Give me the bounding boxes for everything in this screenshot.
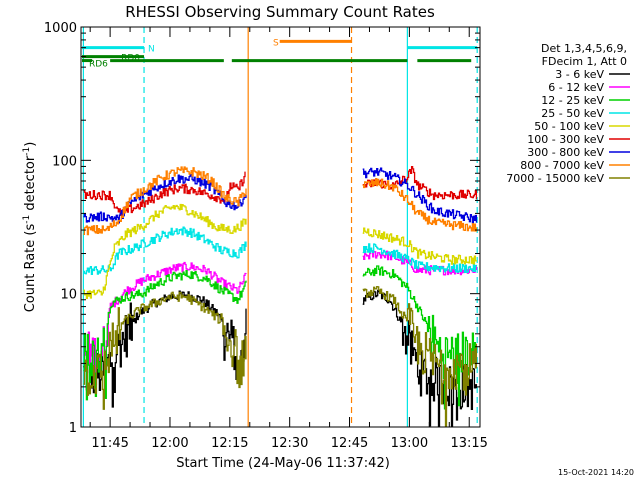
series-lines: [83, 166, 478, 427]
series-100-300-kev: [83, 166, 478, 217]
legend-entry-label: 6 - 12 keV: [548, 81, 604, 94]
series-line-segment: [83, 171, 246, 217]
x-axis-ticks: 11:45 12:00 12:15 12:30 12:45 13:00 13:15: [89, 27, 488, 451]
series-7000-15000-kev: [83, 286, 478, 427]
x-tick-label: 12:15: [211, 436, 248, 451]
y-axis-title: Count Rate (s-1 detector-1): [22, 142, 38, 313]
flag-bars: S N RD0 RD6: [82, 38, 478, 70]
series-50-100-kev: [83, 203, 478, 299]
series-line-segment: [83, 270, 247, 401]
generation-timestamp: 15-Oct-2021 14:20: [558, 468, 634, 477]
y-axis-title-part3: ): [23, 142, 38, 147]
series-line-segment: [362, 178, 478, 232]
series-line-segment: [83, 226, 247, 276]
series-line-segment: [83, 166, 247, 236]
x-tick-label: 11:45: [91, 436, 128, 451]
y-axis-ticks: 1 10 100 1000: [44, 21, 480, 436]
legend-entry-label: 25 - 50 keV: [541, 107, 604, 120]
series-line-segment: [83, 290, 247, 408]
series-line-segment: [362, 286, 478, 427]
legend-entry-label: 300 - 800 keV: [527, 146, 604, 159]
y-axis-title-part1: Count Rate (s: [23, 224, 38, 313]
x-axis-title: Start Time (24-May-06 11:37:42): [176, 456, 390, 471]
y-axis-title-part2: detector: [23, 155, 38, 215]
series-line-segment: [362, 167, 478, 224]
series-800-7000-kev: [83, 166, 478, 236]
legend-header-line2: FDecim 1, Att 0: [542, 55, 627, 68]
series-line-segment: [83, 291, 247, 410]
plot-area: S N RD0 RD6: [82, 27, 478, 427]
x-tick-label: 12:45: [331, 436, 368, 451]
y-tick-label: 1: [69, 421, 77, 436]
flag-n: N: [82, 45, 478, 55]
y-tick-label: 100: [52, 154, 77, 169]
y-tick-label: 1000: [44, 21, 77, 36]
legend-entry-label: 800 - 7000 keV: [520, 159, 604, 172]
x-tick-label: 12:30: [271, 436, 308, 451]
flag-label: RD0: [121, 54, 140, 64]
series-3-6-kev: [83, 289, 478, 427]
legend-entry-label: 100 - 300 keV: [527, 133, 604, 146]
chart-title: RHESSI Observing Summary Count Rates: [125, 3, 435, 21]
series-line-segment: [362, 289, 478, 427]
flag-s: S: [273, 38, 352, 48]
legend-entry-label: 12 - 25 keV: [541, 94, 604, 107]
legend-header-line1: Det 1,3,4,5,6,9,: [541, 42, 627, 55]
legend: Det 1,3,4,5,6,9, FDecim 1, Att 0 3 - 6 k…: [506, 42, 630, 185]
series-line-segment: [362, 243, 478, 274]
series-line-segment: [83, 203, 247, 299]
y-tick-label: 10: [60, 288, 77, 303]
y-axis-title-sup1: -1: [22, 215, 32, 224]
legend-entry-label: 7000 - 15000 keV: [506, 172, 604, 185]
flag-rd6: RD6: [82, 59, 472, 70]
x-tick-label: 12:00: [151, 436, 188, 451]
series-line-segment: [362, 227, 478, 265]
flag-label: RD6: [89, 60, 108, 70]
legend-entry-label: 50 - 100 keV: [534, 120, 604, 133]
flag-label: S: [273, 38, 279, 48]
series-25-50-kev: [83, 226, 478, 276]
series-line-segment: [83, 261, 247, 379]
x-tick-label: 13:15: [450, 436, 487, 451]
flag-label: N: [148, 45, 155, 55]
plot-frame: [80, 26, 481, 428]
flag-rd0: RD0: [82, 54, 145, 64]
x-tick-label: 13:00: [391, 436, 428, 451]
series-line-segment: [362, 166, 478, 201]
legend-entry-label: 3 - 6 keV: [555, 68, 604, 81]
y-axis-title-sup2: -1: [22, 147, 32, 156]
